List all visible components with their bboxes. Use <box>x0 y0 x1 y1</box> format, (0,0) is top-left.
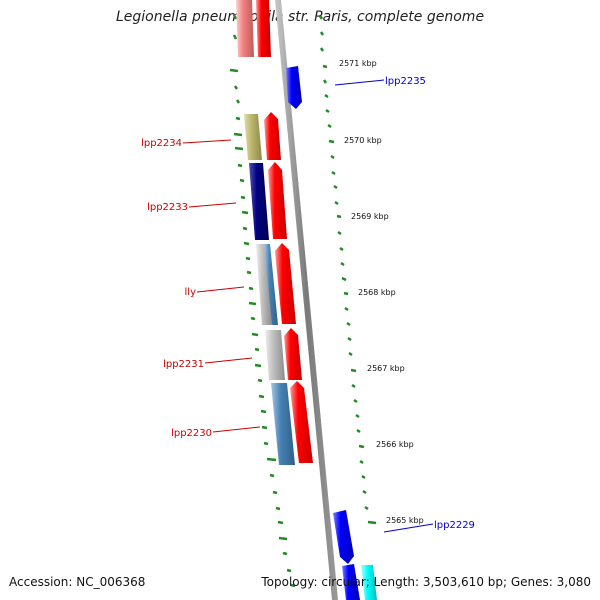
cog-block-lpp2230 <box>271 383 295 465</box>
leader-lpp2234 <box>182 139 232 144</box>
leader-lpp2231 <box>204 357 253 364</box>
cds-reverse-lpp2229 <box>333 510 354 564</box>
label-leaders <box>182 79 434 533</box>
kbp-label: 2569 kbp <box>351 212 389 221</box>
gene-labels: lpp2235 lpp2234 lpp2233 lly lpp2231 lpp2… <box>141 76 475 531</box>
cog-block-bottom-cyan <box>361 565 377 600</box>
cds-forward-lpp2233 <box>268 162 287 239</box>
gene-label-lpp2230[interactable]: lpp2230 <box>171 428 212 439</box>
accession-text: Accession: NC_006368 <box>9 575 146 589</box>
cds-forward-lly <box>275 243 296 324</box>
kbp-label: 2568 kbp <box>358 288 396 297</box>
kbp-scale: 2571 kbp 2570 kbp 2569 kbp 2568 kbp 2567… <box>339 59 424 525</box>
cds-forward-top <box>256 0 271 57</box>
map-title: Legionella pneumophila str. Paris, compl… <box>115 9 485 25</box>
kbp-label: 2565 kbp <box>386 516 424 525</box>
gene-label-lpp2229[interactable]: lpp2229 <box>434 520 475 531</box>
gene-label-lpp2231[interactable]: lpp2231 <box>163 359 204 370</box>
cds-reverse-lpp2235 <box>286 66 302 109</box>
cds-forward-lpp2234 <box>264 112 281 160</box>
gc-skew-track-inner <box>229 14 296 588</box>
cds-forward-lpp2231 <box>284 328 302 380</box>
cog-block-lpp2234 <box>244 114 262 160</box>
kbp-label: 2570 kbp <box>344 136 382 145</box>
cog-block-lpp2231 <box>265 330 285 380</box>
leader-lpp2233 <box>188 202 237 208</box>
leader-lpp2235 <box>334 79 385 86</box>
gene-label-lly[interactable]: lly <box>185 287 197 298</box>
genome-backbone <box>275 0 338 600</box>
leader-lpp2230 <box>212 426 261 433</box>
cog-block-top-pink <box>236 0 254 57</box>
kbp-label: 2571 kbp <box>339 59 377 68</box>
leader-lly <box>196 286 245 293</box>
gc-skew-track-outer <box>318 15 377 525</box>
gene-label-lpp2235[interactable]: lpp2235 <box>385 76 426 87</box>
cog-block-lly-a <box>256 244 272 325</box>
kbp-label: 2566 kbp <box>376 440 414 449</box>
cds-reverse-bottom <box>342 564 360 600</box>
genome-summary-text: Topology: circular; Length: 3,503,610 bp… <box>261 575 591 589</box>
cog-block-lpp2233 <box>249 163 269 240</box>
gene-label-lpp2233[interactable]: lpp2233 <box>147 202 188 213</box>
kbp-label: 2567 kbp <box>367 364 405 373</box>
cog-block-lly-b <box>264 244 278 325</box>
cds-forward-lpp2230 <box>290 381 313 463</box>
gene-label-lpp2234[interactable]: lpp2234 <box>141 138 182 149</box>
leader-lpp2229 <box>383 523 434 533</box>
